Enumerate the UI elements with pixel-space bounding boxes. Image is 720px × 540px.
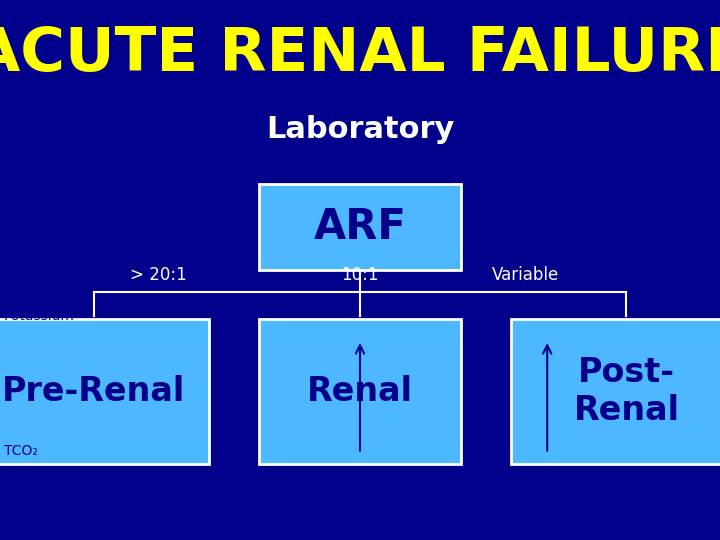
Text: Renal: Renal — [307, 375, 413, 408]
Text: ARF: ARF — [314, 206, 406, 248]
FancyBboxPatch shape — [0, 319, 209, 464]
Text: Potassium: Potassium — [4, 309, 74, 323]
Text: > 20:1: > 20:1 — [130, 266, 186, 284]
Text: Laboratory: Laboratory — [266, 115, 454, 144]
Text: ACUTE RENAL FAILURE: ACUTE RENAL FAILURE — [0, 24, 720, 84]
FancyBboxPatch shape — [259, 184, 461, 270]
Text: 10:1: 10:1 — [341, 266, 379, 284]
Text: Post-
Renal: Post- Renal — [573, 356, 680, 427]
Text: TCO₂: TCO₂ — [4, 444, 37, 458]
FancyBboxPatch shape — [259, 319, 461, 464]
Text: Variable: Variable — [492, 266, 559, 284]
FancyBboxPatch shape — [511, 319, 720, 464]
Text: Pre-Renal: Pre-Renal — [2, 375, 185, 408]
